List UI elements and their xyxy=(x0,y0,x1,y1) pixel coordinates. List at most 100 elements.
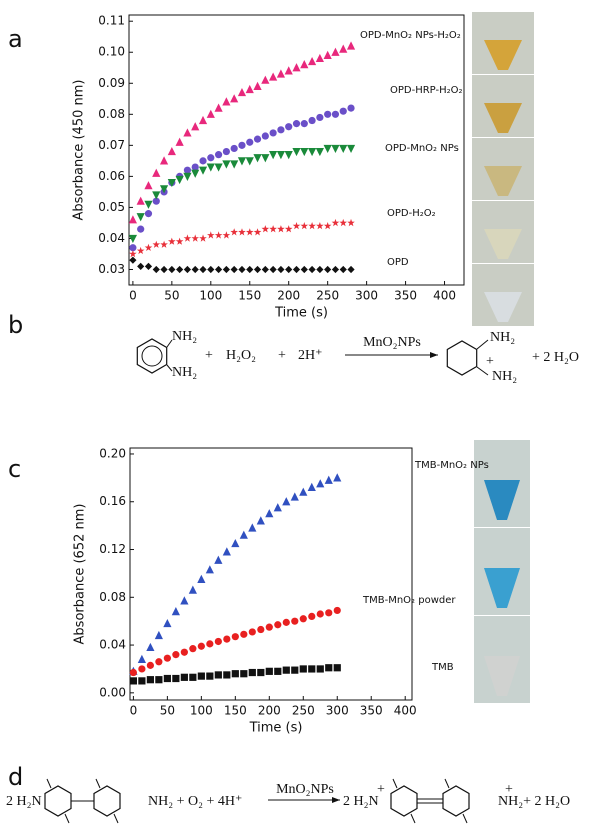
point xyxy=(214,555,223,564)
point xyxy=(300,120,308,128)
y-tick-label: 0.04 xyxy=(99,638,126,652)
point xyxy=(316,265,324,274)
point xyxy=(346,144,356,154)
point xyxy=(159,185,169,194)
point xyxy=(175,175,184,185)
point xyxy=(245,157,254,166)
point xyxy=(246,138,254,146)
point xyxy=(282,666,290,674)
point xyxy=(180,648,188,656)
point xyxy=(315,53,324,63)
point xyxy=(282,497,291,506)
point xyxy=(168,237,176,245)
point xyxy=(152,168,161,177)
point xyxy=(290,492,299,501)
eq-text: H₂O₂ xyxy=(226,348,256,363)
y-tick-label: 0.04 xyxy=(98,231,125,245)
point xyxy=(308,665,316,673)
point xyxy=(347,218,355,227)
point xyxy=(248,628,256,636)
tube xyxy=(484,40,522,70)
tube xyxy=(484,229,522,259)
point xyxy=(175,137,184,146)
plot-frame xyxy=(128,14,465,286)
y-axis-label: Absorbance (450 nm) xyxy=(72,80,87,221)
point xyxy=(159,156,169,165)
point xyxy=(324,475,333,484)
point xyxy=(230,228,238,236)
eq-text: NH₂ + O₂ + 4H⁺ xyxy=(148,794,242,809)
point xyxy=(191,234,199,242)
panel-label: d xyxy=(8,763,23,791)
point xyxy=(299,615,307,623)
point xyxy=(206,672,214,680)
panel-label: b xyxy=(8,311,23,339)
point xyxy=(346,41,356,50)
x-tick-label: 350 xyxy=(360,704,383,718)
point xyxy=(273,503,282,512)
eq-text: + xyxy=(486,354,494,369)
point xyxy=(171,607,180,616)
eq-text: + 2 H₂O xyxy=(532,350,579,365)
x-tick-label: 150 xyxy=(238,289,261,303)
x-tick-label: 250 xyxy=(316,289,339,303)
point xyxy=(253,154,262,163)
point xyxy=(331,110,340,118)
point xyxy=(292,265,301,274)
point xyxy=(176,265,184,274)
eq-text: + xyxy=(205,348,213,363)
ring xyxy=(442,785,470,817)
x-tick-label: 50 xyxy=(164,289,179,303)
y-tick-label: 0.03 xyxy=(98,262,125,276)
point xyxy=(231,670,239,678)
point xyxy=(222,97,231,106)
point xyxy=(240,670,248,678)
eq-text: 2H⁺ xyxy=(298,348,323,363)
point xyxy=(256,516,265,525)
point xyxy=(300,147,309,157)
point xyxy=(284,225,293,233)
point xyxy=(207,154,215,162)
point xyxy=(331,265,340,274)
y-tick-label: 0.11 xyxy=(98,14,125,28)
point xyxy=(144,200,153,209)
x-axis-label: Time (s) xyxy=(274,306,328,321)
point xyxy=(198,115,208,125)
y-tick-label: 0.12 xyxy=(99,542,126,556)
point xyxy=(137,262,145,270)
point xyxy=(299,665,307,673)
point xyxy=(189,645,197,653)
point xyxy=(308,116,316,125)
y-tick-label: 0.08 xyxy=(98,107,125,121)
point xyxy=(214,151,223,159)
methyl xyxy=(462,813,468,824)
ring xyxy=(136,338,168,374)
point xyxy=(277,265,285,274)
x-tick-label: 200 xyxy=(277,289,300,303)
point xyxy=(316,610,324,618)
point xyxy=(285,123,293,131)
point xyxy=(282,618,290,626)
point xyxy=(339,144,348,154)
x-tick-label: 250 xyxy=(292,704,315,718)
point xyxy=(285,265,293,274)
point xyxy=(253,265,262,274)
point xyxy=(136,213,145,222)
series-label: OPD xyxy=(387,257,409,268)
point xyxy=(167,178,176,188)
y-tick-label: 0.07 xyxy=(98,138,125,152)
x-tick-label: 50 xyxy=(160,704,175,718)
point xyxy=(331,47,340,56)
point xyxy=(246,228,254,236)
point xyxy=(172,651,180,659)
point xyxy=(238,265,246,274)
point xyxy=(206,640,214,648)
point xyxy=(257,668,265,677)
point xyxy=(163,674,171,683)
point xyxy=(146,661,154,669)
point xyxy=(205,565,214,574)
panel-label: a xyxy=(8,25,23,53)
point xyxy=(191,169,200,178)
point xyxy=(154,630,163,640)
methyl xyxy=(95,778,101,789)
